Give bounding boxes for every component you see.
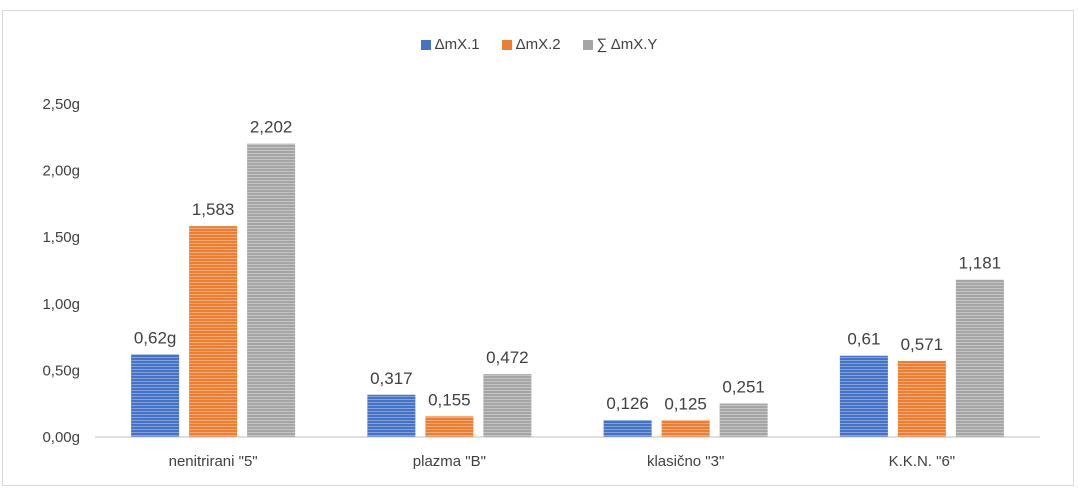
- y-tick-label: 2,00g: [42, 163, 80, 180]
- data-label: 0,126: [606, 394, 649, 413]
- bar-texture: [603, 420, 652, 437]
- bar-texture: [897, 360, 946, 437]
- data-label: 0,571: [901, 335, 944, 354]
- bar-texture: [719, 403, 768, 437]
- legend: ΔmX.1 ΔmX.2 ∑ ΔmX.Y: [0, 36, 1078, 53]
- x-category-label: nenitrirani "5": [169, 453, 258, 470]
- bar-texture: [661, 420, 710, 437]
- y-tick-label: 0,00g: [42, 429, 80, 446]
- legend-item-series-3: ∑ ΔmX.Y: [582, 36, 658, 53]
- bar-texture: [131, 354, 180, 437]
- data-label: 0,61: [847, 330, 880, 349]
- x-category-label: K.K.N. "6": [889, 453, 956, 470]
- bar-texture: [367, 394, 416, 437]
- legend-swatch-series-1: [420, 39, 431, 50]
- data-label: 2,202: [250, 118, 293, 137]
- x-axis: nenitrirani "5" plazma "B" klasično "3" K.K…: [95, 436, 1040, 470]
- legend-item-series-1: ΔmX.1: [420, 36, 480, 53]
- chart-frame: [2, 10, 1074, 486]
- data-label: 0,317: [370, 369, 413, 388]
- data-label: 0,155: [428, 390, 471, 409]
- bar-texture: [483, 374, 532, 437]
- y-tick-label: 2,50g: [42, 96, 80, 113]
- bar-texture: [955, 279, 1004, 437]
- x-category-label: klasično "3": [647, 453, 724, 470]
- data-label: 0,251: [722, 378, 765, 397]
- bar-texture: [189, 226, 238, 437]
- bar-texture: [247, 143, 296, 437]
- legend-swatch-series-2: [501, 39, 512, 50]
- data-label: 1,583: [192, 200, 235, 219]
- legend-label-series-1: ΔmX.1: [434, 36, 480, 53]
- data-label: 1,181: [959, 254, 1002, 273]
- y-tick-label: 0,50g: [42, 362, 80, 379]
- data-label: 0,125: [664, 394, 707, 413]
- y-tick-label: 1,00g: [42, 296, 80, 313]
- legend-label-series-2: ΔmX.2: [515, 36, 561, 53]
- bar-texture: [425, 416, 474, 437]
- data-label: 0,62g: [134, 328, 177, 347]
- y-tick-label: 1,50g: [42, 229, 80, 246]
- bar-texture: [839, 355, 888, 437]
- legend-label-series-3: ∑ ΔmX.Y: [596, 36, 658, 53]
- y-axis: 0,00g 0,50g 1,00g 1,50g 2,00g 2,50g: [42, 96, 80, 446]
- legend-swatch-series-3: [582, 39, 593, 50]
- data-label: 0,472: [486, 348, 529, 367]
- legend-item-series-2: ΔmX.2: [501, 36, 561, 53]
- x-category-label: plazma "B": [413, 453, 486, 470]
- bars: 0,62g 1,583 2,202 0,317 0,155 0,472 0,126 0,125…: [131, 118, 1004, 437]
